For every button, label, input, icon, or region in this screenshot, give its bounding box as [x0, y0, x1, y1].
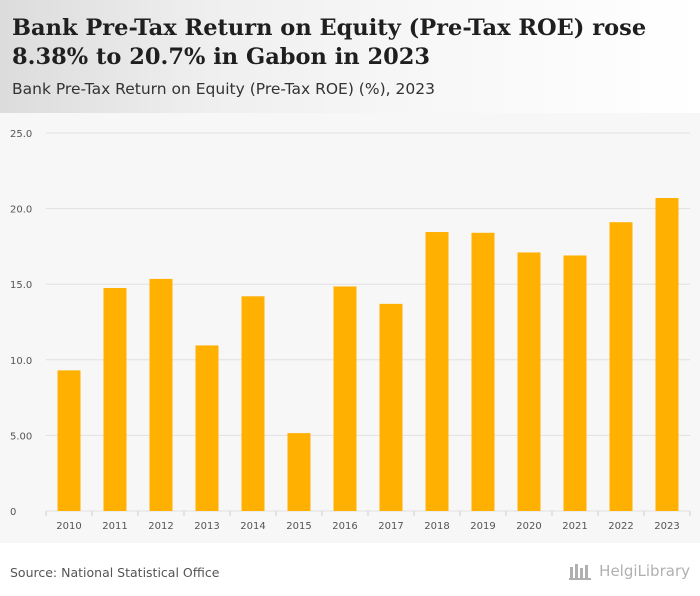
x-tick-label: 2013 [194, 521, 219, 532]
header: Bank Pre-Tax Return on Equity (Pre-Tax R… [0, 0, 700, 113]
bar [287, 433, 311, 511]
x-tick-label: 2016 [332, 521, 357, 532]
bar [103, 287, 127, 511]
logo-text: HelgiLibrary [599, 562, 690, 580]
y-tick-label: 0 [10, 507, 16, 518]
y-tick-label: 25.0 [10, 129, 32, 140]
x-tick-label: 2010 [56, 521, 81, 532]
source-note: Source: National Statistical Office [10, 565, 220, 580]
bar [563, 255, 587, 511]
bar [425, 232, 449, 511]
x-tick-label: 2021 [562, 521, 587, 532]
bar [333, 286, 357, 511]
x-tick-label: 2017 [378, 521, 403, 532]
x-tick-label: 2014 [240, 521, 265, 532]
y-tick-label: 5.00 [10, 431, 32, 442]
bar [241, 296, 265, 511]
bar [609, 222, 633, 511]
x-tick-label: 2015 [286, 521, 311, 532]
bar [517, 252, 541, 511]
library-icon [569, 564, 592, 580]
x-tick-label: 2022 [608, 521, 633, 532]
chart-subtitle: Bank Pre-Tax Return on Equity (Pre-Tax R… [12, 80, 435, 98]
y-tick-label: 15.0 [10, 280, 32, 291]
bar [195, 345, 219, 511]
x-tick-label: 2019 [470, 521, 495, 532]
y-tick-label: 10.0 [10, 356, 32, 367]
bar [655, 198, 679, 512]
bar [379, 303, 403, 511]
x-tick-label: 2018 [424, 521, 449, 532]
chart-title: Bank Pre-Tax Return on Equity (Pre-Tax R… [12, 15, 647, 70]
bar [149, 278, 173, 511]
bar [57, 370, 81, 511]
bar [471, 232, 495, 512]
x-tick-label: 2012 [148, 521, 173, 532]
x-tick-label: 2020 [516, 521, 541, 532]
helgilibrary-logo: HelgiLibrary [569, 562, 690, 580]
x-tick-label: 2011 [102, 521, 127, 532]
y-tick-label: 20.0 [10, 205, 32, 216]
x-tick-label: 2023 [654, 521, 679, 532]
